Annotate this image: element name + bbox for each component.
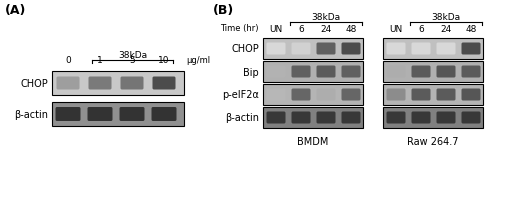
- FancyBboxPatch shape: [317, 89, 335, 101]
- FancyBboxPatch shape: [317, 66, 335, 78]
- FancyBboxPatch shape: [386, 89, 406, 101]
- FancyBboxPatch shape: [412, 43, 430, 55]
- FancyBboxPatch shape: [341, 112, 361, 124]
- FancyBboxPatch shape: [386, 43, 406, 55]
- Text: 24: 24: [440, 24, 451, 33]
- Text: Raw 264.7: Raw 264.7: [407, 136, 459, 146]
- FancyBboxPatch shape: [462, 89, 480, 101]
- Bar: [263, 39, 363, 60]
- Bar: [263, 85, 363, 105]
- Bar: [52, 72, 184, 96]
- Text: β-actin: β-actin: [225, 113, 259, 123]
- FancyBboxPatch shape: [291, 112, 311, 124]
- FancyBboxPatch shape: [267, 112, 285, 124]
- Text: Bip: Bip: [243, 67, 259, 77]
- FancyBboxPatch shape: [153, 77, 176, 90]
- FancyBboxPatch shape: [291, 43, 311, 55]
- FancyBboxPatch shape: [386, 66, 406, 78]
- Text: 10: 10: [158, 56, 170, 65]
- Text: Time (hr): Time (hr): [221, 24, 259, 33]
- FancyBboxPatch shape: [317, 43, 335, 55]
- Text: (B): (B): [213, 4, 234, 17]
- FancyBboxPatch shape: [56, 107, 80, 121]
- Text: CHOP: CHOP: [231, 44, 259, 54]
- Bar: [52, 102, 184, 126]
- FancyBboxPatch shape: [436, 43, 456, 55]
- FancyBboxPatch shape: [87, 107, 113, 121]
- Text: 1: 1: [97, 56, 103, 65]
- Text: 6: 6: [298, 24, 304, 33]
- Text: 0: 0: [65, 56, 71, 65]
- Text: UN: UN: [269, 24, 283, 33]
- FancyBboxPatch shape: [462, 66, 480, 78]
- Text: CHOP: CHOP: [20, 79, 48, 89]
- FancyBboxPatch shape: [120, 107, 144, 121]
- Text: 48: 48: [465, 24, 477, 33]
- FancyBboxPatch shape: [88, 77, 112, 90]
- FancyBboxPatch shape: [462, 112, 480, 124]
- FancyBboxPatch shape: [386, 112, 406, 124]
- FancyBboxPatch shape: [152, 107, 177, 121]
- FancyBboxPatch shape: [341, 89, 361, 101]
- Bar: [383, 62, 483, 83]
- FancyBboxPatch shape: [436, 66, 456, 78]
- Bar: [263, 107, 363, 128]
- FancyBboxPatch shape: [341, 66, 361, 78]
- Text: p-eIF2α: p-eIF2α: [222, 90, 259, 100]
- Text: 48: 48: [345, 24, 357, 33]
- Text: BMDM: BMDM: [297, 136, 329, 146]
- Text: 24: 24: [320, 24, 332, 33]
- Bar: [383, 85, 483, 105]
- FancyBboxPatch shape: [291, 89, 311, 101]
- FancyBboxPatch shape: [267, 89, 285, 101]
- Text: UN: UN: [389, 24, 402, 33]
- FancyBboxPatch shape: [412, 112, 430, 124]
- Text: 38kDa: 38kDa: [312, 12, 340, 21]
- FancyBboxPatch shape: [436, 112, 456, 124]
- FancyBboxPatch shape: [267, 43, 285, 55]
- Text: 38kDa: 38kDa: [118, 50, 147, 59]
- Text: 5: 5: [129, 56, 135, 65]
- Text: 6: 6: [418, 24, 424, 33]
- Bar: [383, 107, 483, 128]
- FancyBboxPatch shape: [267, 66, 285, 78]
- FancyBboxPatch shape: [57, 77, 79, 90]
- Text: 38kDa: 38kDa: [431, 12, 461, 21]
- FancyBboxPatch shape: [291, 66, 311, 78]
- FancyBboxPatch shape: [317, 112, 335, 124]
- Text: β-actin: β-actin: [14, 109, 48, 119]
- FancyBboxPatch shape: [462, 43, 480, 55]
- Bar: [383, 39, 483, 60]
- Text: μg/ml: μg/ml: [186, 56, 210, 65]
- FancyBboxPatch shape: [341, 43, 361, 55]
- Bar: [263, 62, 363, 83]
- Text: (A): (A): [5, 4, 26, 17]
- FancyBboxPatch shape: [121, 77, 143, 90]
- FancyBboxPatch shape: [412, 66, 430, 78]
- FancyBboxPatch shape: [412, 89, 430, 101]
- FancyBboxPatch shape: [436, 89, 456, 101]
